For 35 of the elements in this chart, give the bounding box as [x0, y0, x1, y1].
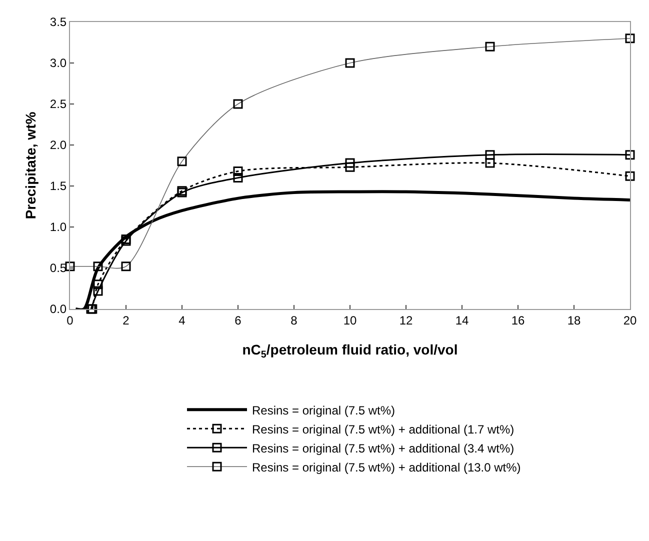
x-tick-label: 12 — [399, 313, 413, 328]
x-tick-label: 18 — [567, 313, 581, 328]
point — [345, 158, 355, 168]
y-tick-label: 2.0 — [50, 138, 67, 152]
legend-label: Resins = original (7.5 wt%) + additional (1.7 wt%) — [252, 422, 514, 436]
point — [625, 150, 635, 160]
point — [485, 150, 495, 160]
y-tick-label: 3.0 — [50, 56, 67, 70]
y-tick-label: 2.5 — [50, 97, 67, 112]
y-tick-label: 3.5 — [50, 15, 67, 30]
point — [345, 162, 355, 172]
point — [485, 158, 495, 168]
x-tick-label: 2 — [122, 313, 130, 328]
y-axis-title: Precipitate, wt% — [22, 111, 39, 220]
x-tick-label: 0 — [66, 313, 74, 328]
x-tick-label: 8 — [290, 313, 298, 328]
point — [93, 280, 103, 290]
y-tick-label: 0.5 — [50, 261, 67, 276]
x-tick-label: 6 — [234, 313, 242, 328]
x-tick-label: 4 — [178, 313, 186, 328]
y-tick-label: 1.5 — [50, 179, 67, 194]
point — [233, 166, 243, 176]
x-tick-label: 16 — [511, 313, 525, 328]
legend-label: Resins = original (7.5 wt%) + additional (3.4 wt%) — [252, 441, 514, 456]
legend-label: Resins = original (7.5 wt%) — [252, 403, 396, 418]
legend-label: Resins = original (7.5 wt%) + additional (13.0 wt%) — [252, 460, 521, 474]
point — [625, 171, 635, 181]
x-tick-label: 10 — [343, 313, 357, 328]
x-axis-title: nC$_{5}$/petroleum fluid ratio, vol/vol — [242, 342, 458, 361]
point — [233, 173, 243, 183]
y-tick-label: 1.0 — [50, 220, 67, 234]
x-tick-label: 20 — [623, 313, 637, 328]
y-tick-label: 0.0 — [50, 302, 67, 316]
x-tick-label: 14 — [455, 313, 469, 328]
point — [93, 286, 103, 296]
